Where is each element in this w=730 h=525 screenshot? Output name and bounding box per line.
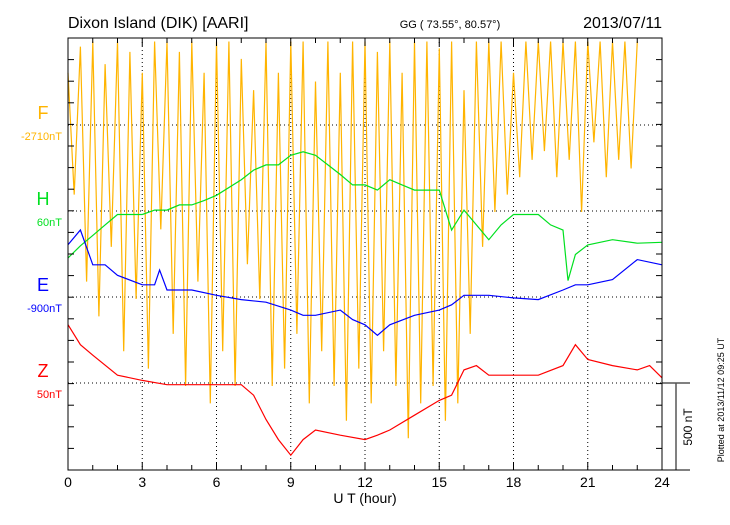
series-E-label: E xyxy=(37,275,49,295)
series-Z-line xyxy=(67,324,663,457)
x-tick-label: 15 xyxy=(431,474,447,490)
x-tick-label: 18 xyxy=(506,474,522,490)
x-axis-label: U T (hour) xyxy=(333,490,396,506)
x-tick-label: 6 xyxy=(213,474,221,490)
grid xyxy=(68,38,662,470)
series-H-line xyxy=(67,151,663,281)
series-lines xyxy=(67,41,663,457)
plotted-timestamp: Plotted at 2013/11/12 09:25 UT xyxy=(716,337,726,462)
date-label: 2013/07/11 xyxy=(583,15,662,32)
series-E-line xyxy=(67,228,663,337)
station-coords: GG ( 73.55°, 80.57°) xyxy=(400,19,501,31)
series-F-label: F xyxy=(38,103,49,123)
series-E-baseline: -900nT xyxy=(27,303,62,315)
x-tick-label: 12 xyxy=(357,474,373,490)
series-F-baseline: -2710nT xyxy=(21,131,62,143)
series-Z-baseline: 50nT xyxy=(37,389,62,401)
series-Z-label: Z xyxy=(38,361,49,381)
series-F-line xyxy=(67,41,638,439)
x-tick-label: 9 xyxy=(287,474,295,490)
series-labels: F -2710nT H 60nT E -900nT Z 50nT xyxy=(21,103,62,401)
x-tick-label: 24 xyxy=(654,474,670,490)
series-H-label: H xyxy=(37,189,50,209)
ticks: 0 3 6 9 12 15 18 21 24 xyxy=(64,38,670,490)
x-tick-label: 3 xyxy=(138,474,146,490)
station-title: Dixon Island (DIK) [AARI] xyxy=(68,15,249,32)
x-tick-label: 0 xyxy=(64,474,72,490)
x-tick-label: 21 xyxy=(580,474,596,490)
series-H-baseline: 60nT xyxy=(37,217,62,229)
scale-label: 500 nT xyxy=(681,408,695,446)
